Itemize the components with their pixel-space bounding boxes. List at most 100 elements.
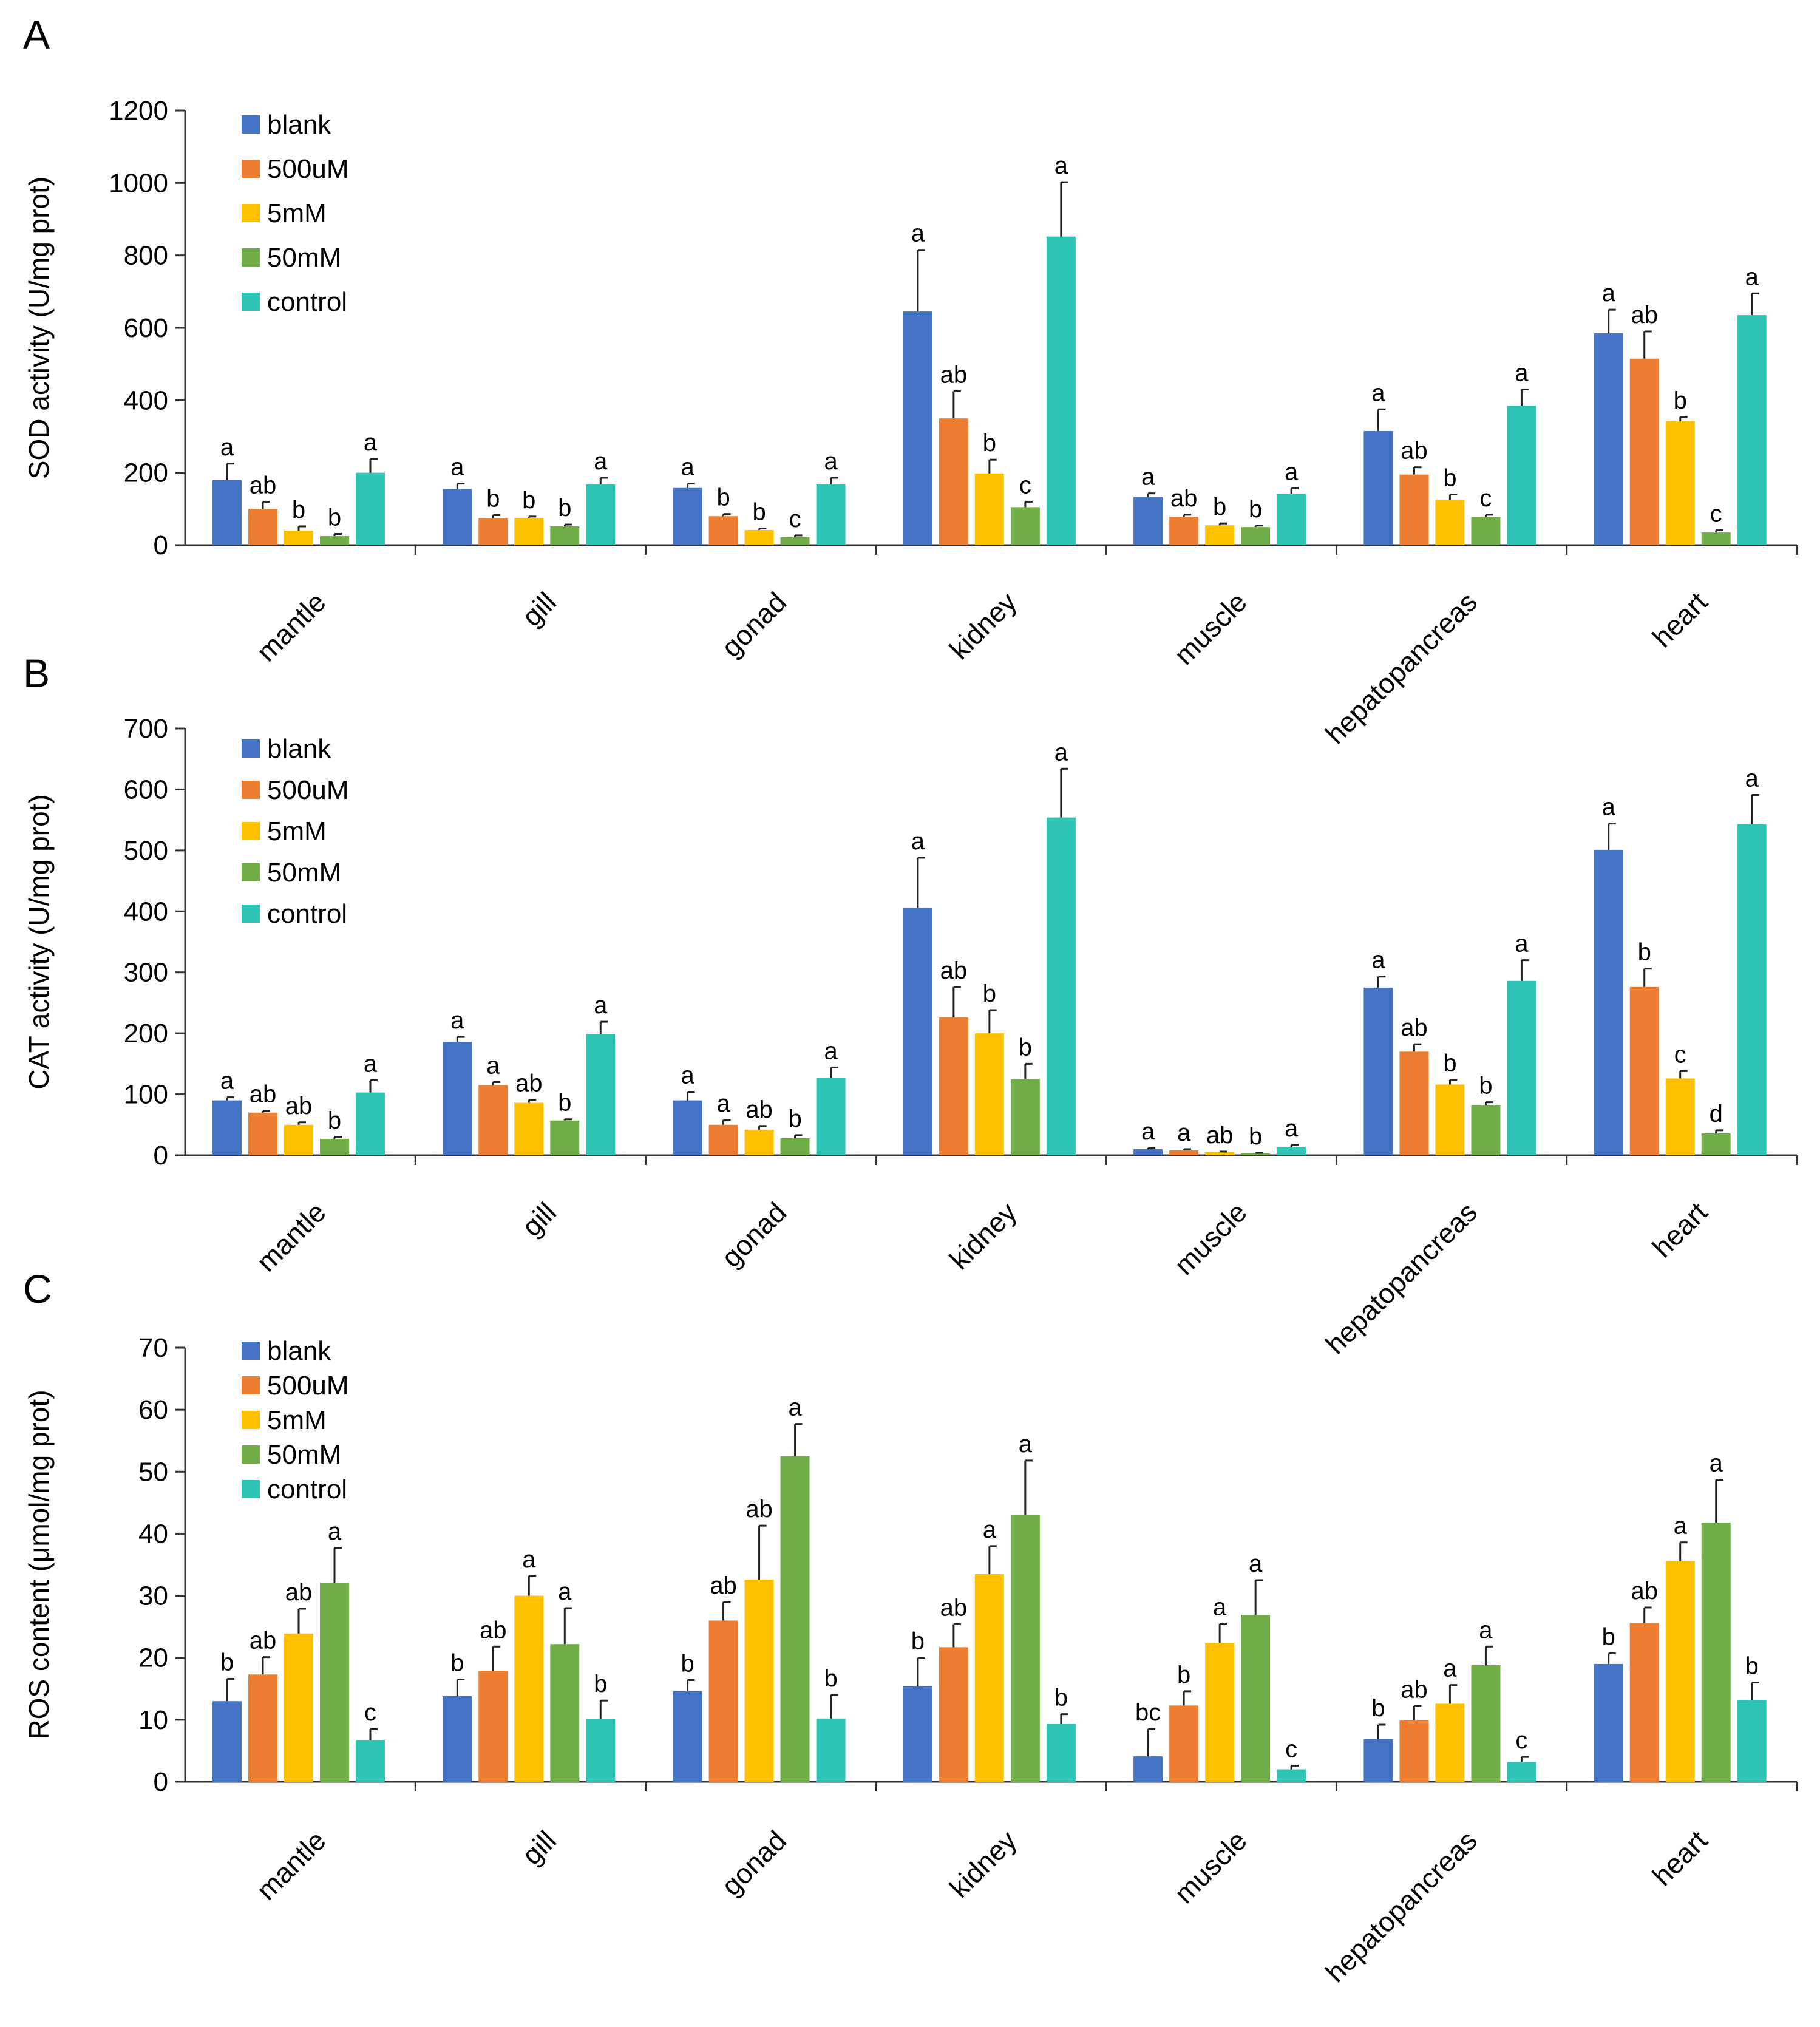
- bar-5mM-muscle: [1205, 525, 1235, 545]
- bar-blank-hepatopancreas: [1363, 1739, 1393, 1782]
- y-tick-label: 1000: [109, 168, 168, 198]
- legend-label-50mM: 50mM: [267, 1440, 341, 1470]
- bar-5mM-heart: [1665, 421, 1695, 545]
- y-tick-label: 1200: [109, 96, 168, 126]
- significance-label: b: [450, 1649, 464, 1676]
- panel-b: B CAT activity (U/mg prot) 0 100 200 300 400 50…: [23, 651, 1798, 1360]
- significance-label: a: [1019, 1431, 1033, 1458]
- bar-50mM-hepatopancreas: [1471, 1665, 1501, 1782]
- bar-5mM-muscle: [1205, 1152, 1235, 1155]
- category-label-kidney: kidney: [943, 586, 1023, 665]
- bar-50mM-gill: [550, 1120, 580, 1155]
- bar-blank-gill: [443, 1696, 472, 1782]
- significance-label: b: [983, 980, 996, 1007]
- bar-5mM-hepatopancreas: [1435, 1084, 1465, 1155]
- bar-control-gill: [586, 484, 616, 545]
- category-label-kidney: kidney: [943, 1824, 1023, 1904]
- y-axis-title: CAT activity (U/mg prot): [23, 794, 55, 1089]
- y-tick-label: 20: [138, 1643, 168, 1673]
- bar-blank-mantle: [212, 1100, 242, 1155]
- significance-label: ab: [250, 1081, 277, 1108]
- significance-label: a: [594, 448, 608, 475]
- significance-label: ab: [745, 1496, 773, 1523]
- bar-control-gill: [586, 1719, 616, 1782]
- bar-control-hepatopancreas: [1507, 406, 1536, 545]
- bar-5mM-kidney: [974, 1574, 1004, 1782]
- significance-label: b: [328, 504, 341, 531]
- significance-label: b: [824, 1665, 837, 1692]
- bar-500uM-heart: [1629, 1623, 1659, 1782]
- bar-control-kidney: [1046, 236, 1076, 545]
- bar-blank-gill: [443, 1042, 472, 1155]
- bar-500uM-mantle: [248, 1674, 277, 1782]
- category-label-muscle: muscle: [1168, 1824, 1253, 1909]
- y-tick-label: 800: [124, 241, 168, 271]
- significance-label: ab: [940, 1595, 968, 1621]
- category-label-gill: gill: [515, 1824, 562, 1871]
- significance-label: a: [1602, 280, 1616, 307]
- legend-label-500uM: 500uM: [267, 775, 349, 805]
- significance-label: b: [486, 485, 500, 512]
- y-axis-title: SOD activity (U/mg prot): [23, 177, 55, 479]
- significance-label: b: [1249, 496, 1262, 523]
- bar-50mM-muscle: [1241, 1615, 1271, 1782]
- significance-label: b: [1674, 387, 1687, 414]
- bar-5mM-gill: [514, 518, 544, 545]
- y-tick-label: 10: [138, 1705, 168, 1735]
- significance-label: a: [824, 1037, 838, 1064]
- significance-label: a: [1141, 464, 1155, 491]
- bar-500uM-gonad: [708, 516, 738, 545]
- legend-label-blank: blank: [267, 1336, 331, 1366]
- significance-label: ab: [250, 1628, 277, 1654]
- bar-500uM-gill: [478, 518, 508, 545]
- significance-label: a: [788, 1394, 802, 1421]
- bar-blank-gonad: [673, 487, 702, 545]
- bar-50mM-hepatopancreas: [1471, 517, 1501, 545]
- legend-swatch-5mM: [242, 822, 260, 840]
- bar-blank-kidney: [903, 311, 932, 545]
- bar-blank-heart: [1594, 1663, 1623, 1782]
- bar-5mM-heart: [1665, 1561, 1695, 1782]
- significance-label: b: [1177, 1662, 1190, 1688]
- significance-label: ab: [1170, 485, 1198, 512]
- significance-label: b: [1602, 1624, 1615, 1651]
- legend-label-control: control: [267, 899, 347, 929]
- significance-label: a: [364, 429, 378, 456]
- category-label-gonad: gonad: [715, 1824, 792, 1901]
- bar-control-heart: [1737, 315, 1767, 545]
- significance-label: b: [983, 430, 996, 457]
- category-label-gill: gill: [515, 586, 562, 633]
- bar-500uM-gill: [478, 1085, 508, 1155]
- legend-swatch-control: [242, 1480, 260, 1498]
- bar-blank-heart: [1594, 333, 1623, 545]
- significance-label: b: [1443, 464, 1456, 491]
- bar-5mM-gill: [514, 1595, 544, 1782]
- legend-swatch-500uM: [242, 781, 260, 799]
- significance-label: c: [1515, 1727, 1527, 1754]
- y-tick-label: 500: [124, 836, 168, 866]
- bar-5mM-muscle: [1205, 1643, 1235, 1782]
- y-tick-label: 0: [154, 531, 168, 560]
- y-tick-label: 50: [138, 1457, 168, 1487]
- legend-label-5mM: 5mM: [267, 1405, 327, 1435]
- significance-label: a: [558, 1578, 572, 1605]
- significance-label: ab: [940, 957, 968, 984]
- significance-label: a: [681, 1062, 694, 1089]
- bar-5mM-mantle: [284, 1633, 313, 1782]
- legend-swatch-blank: [242, 115, 260, 134]
- significance-label: ab: [940, 361, 968, 388]
- legend-swatch-5mM: [242, 1411, 260, 1429]
- legend-label-5mM: 5mM: [267, 199, 327, 228]
- category-label-hepatopancreas: hepatopancreas: [1319, 1824, 1483, 1988]
- bar-50mM-heart: [1701, 532, 1731, 545]
- panel-c: C ROS content (μmol/mg prot) 0 10 20 30 40 50 60…: [23, 1266, 1798, 1988]
- significance-label: a: [1285, 458, 1299, 485]
- bar-50mM-gonad: [780, 537, 810, 545]
- legend-swatch-50mM: [242, 1445, 260, 1464]
- significance-label: a: [824, 448, 838, 475]
- legend-label-blank: blank: [267, 734, 331, 764]
- bar-control-heart: [1737, 824, 1767, 1155]
- y-tick-label: 700: [124, 714, 168, 744]
- bar-control-kidney: [1046, 1724, 1076, 1782]
- significance-label: ab: [1401, 438, 1428, 464]
